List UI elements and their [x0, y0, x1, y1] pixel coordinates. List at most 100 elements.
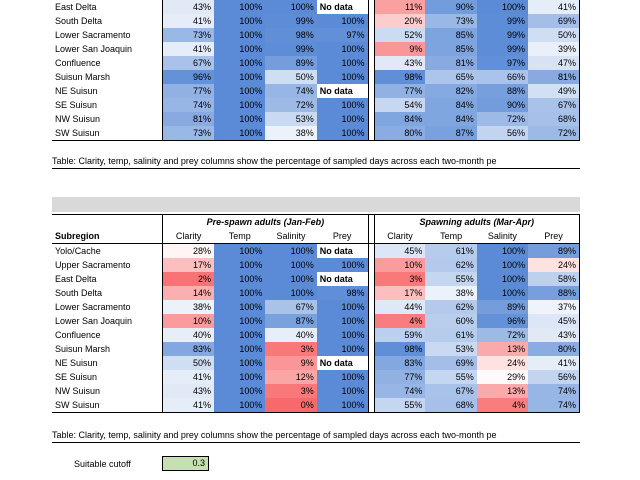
- value-cell: 73%: [162, 28, 215, 42]
- value-cell: 43%: [528, 328, 581, 342]
- value-cell: No data: [316, 84, 369, 98]
- value-cell: 67%: [162, 56, 215, 70]
- value-cell: 98%: [373, 70, 426, 84]
- value-cell: 41%: [162, 370, 215, 384]
- value-cell: 100%: [316, 42, 369, 56]
- value-cell: 74%: [265, 84, 317, 98]
- value-cell: 74%: [373, 384, 426, 398]
- value-cell: 45%: [528, 314, 581, 328]
- subregion-name: East Delta: [55, 273, 97, 284]
- top-table-caption: Table: Clarity, temp, salinity and prey …: [52, 154, 580, 169]
- value-cell: 68%: [425, 398, 477, 413]
- value-cell: 100%: [476, 272, 529, 286]
- value-cell: 49%: [528, 84, 581, 98]
- subregion-name: NW Suisun: [55, 113, 101, 124]
- col-header-clarity: Clarity: [162, 229, 215, 244]
- value-cell: 39%: [528, 42, 581, 56]
- value-cell: 50%: [265, 70, 317, 84]
- value-cell: 100%: [214, 300, 266, 314]
- value-cell: 87%: [425, 126, 477, 141]
- value-cell: 59%: [373, 328, 426, 342]
- value-cell: No data: [316, 0, 369, 14]
- value-cell: 41%: [162, 14, 215, 28]
- value-cell: 58%: [528, 272, 581, 286]
- value-cell: 73%: [425, 14, 477, 28]
- value-cell: 100%: [214, 356, 266, 370]
- table-row: Lower Sacramento 38% 100% 67% 100% 44% 62% 89% 3…: [52, 300, 581, 314]
- value-cell: 40%: [265, 328, 317, 342]
- value-cell: 38%: [265, 126, 317, 141]
- value-cell: 67%: [425, 384, 477, 398]
- value-cell: 100%: [476, 258, 529, 272]
- value-cell: 37%: [528, 300, 581, 314]
- value-cell: 99%: [476, 28, 529, 42]
- table-row: SW Suisun 41% 100% 0% 100% 55% 68% 4% 74%: [52, 398, 581, 413]
- value-cell: 80%: [528, 342, 581, 356]
- col-header-temp: Temp: [425, 229, 477, 244]
- value-cell: 100%: [316, 300, 369, 314]
- value-cell: 72%: [476, 328, 529, 342]
- value-cell: 3%: [265, 384, 317, 398]
- value-cell: 81%: [162, 112, 215, 126]
- value-cell: 88%: [476, 84, 529, 98]
- value-cell: 77%: [162, 84, 215, 98]
- value-cell: 100%: [316, 112, 369, 126]
- subregion-header: Subregion: [52, 229, 163, 244]
- value-cell: 24%: [528, 258, 581, 272]
- subregion-name: Suisun Marsh: [55, 343, 111, 354]
- value-cell: 100%: [316, 370, 369, 384]
- value-cell: 100%: [214, 384, 266, 398]
- value-cell: 28%: [162, 243, 215, 258]
- value-cell: 90%: [425, 0, 477, 14]
- value-cell: 100%: [214, 398, 266, 413]
- value-cell: 100%: [214, 314, 266, 328]
- value-cell: 100%: [214, 98, 266, 112]
- value-cell: 100%: [214, 42, 266, 56]
- value-cell: 20%: [373, 14, 426, 28]
- value-cell: 83%: [162, 342, 215, 356]
- value-cell: 100%: [214, 342, 266, 356]
- value-cell: 38%: [162, 300, 215, 314]
- value-cell: 56%: [476, 126, 529, 141]
- value-cell: 99%: [265, 14, 317, 28]
- value-cell: 45%: [373, 243, 426, 258]
- value-cell: 100%: [214, 56, 266, 70]
- value-cell: 9%: [373, 42, 426, 56]
- value-cell: No data: [316, 356, 369, 370]
- value-cell: 65%: [425, 70, 477, 84]
- table-row: Confluence 40% 100% 40% 100% 59% 61% 72% 43%: [52, 328, 581, 342]
- value-cell: 41%: [528, 356, 581, 370]
- value-cell: 72%: [265, 98, 317, 112]
- value-cell: 68%: [528, 112, 581, 126]
- value-cell: 47%: [528, 56, 581, 70]
- suitable-cutoff-input[interactable]: 0.3: [162, 456, 209, 471]
- value-cell: 100%: [265, 0, 317, 14]
- value-cell: 38%: [425, 286, 477, 300]
- subregion-name: NE Suisun: [55, 357, 98, 368]
- subregion-name: NE Suisun: [55, 85, 98, 96]
- value-cell: 82%: [425, 84, 477, 98]
- value-cell: 100%: [214, 70, 266, 84]
- value-cell: 100%: [214, 272, 266, 286]
- value-cell: 100%: [265, 272, 317, 286]
- value-cell: 100%: [214, 0, 266, 14]
- table-row: NE Suisun 77% 100% 74% No data 77% 82% 88% 49%: [52, 84, 581, 98]
- table-row: SE Suisun 41% 100% 12% 100% 77% 55% 29% 56%: [52, 370, 581, 384]
- value-cell: 53%: [265, 112, 317, 126]
- value-cell: 100%: [214, 243, 266, 258]
- value-cell: 53%: [425, 342, 477, 356]
- value-cell: 67%: [528, 98, 581, 112]
- subregion-name: Lower Sacramento: [55, 29, 131, 40]
- table-row: Confluence 67% 100% 89% 100% 43% 81% 97% 47%: [52, 56, 581, 70]
- value-cell: 17%: [373, 286, 426, 300]
- value-cell: 43%: [162, 0, 215, 14]
- subregion-name: Confluence: [55, 329, 101, 340]
- value-cell: 100%: [214, 370, 266, 384]
- value-cell: 96%: [476, 314, 529, 328]
- value-cell: 12%: [265, 370, 317, 384]
- value-cell: 100%: [316, 258, 369, 272]
- value-cell: 85%: [425, 28, 477, 42]
- value-cell: 13%: [476, 384, 529, 398]
- table-row: South Delta 14% 100% 100% 98% 17% 38% 100% 88%: [52, 286, 581, 300]
- value-cell: 74%: [528, 398, 581, 413]
